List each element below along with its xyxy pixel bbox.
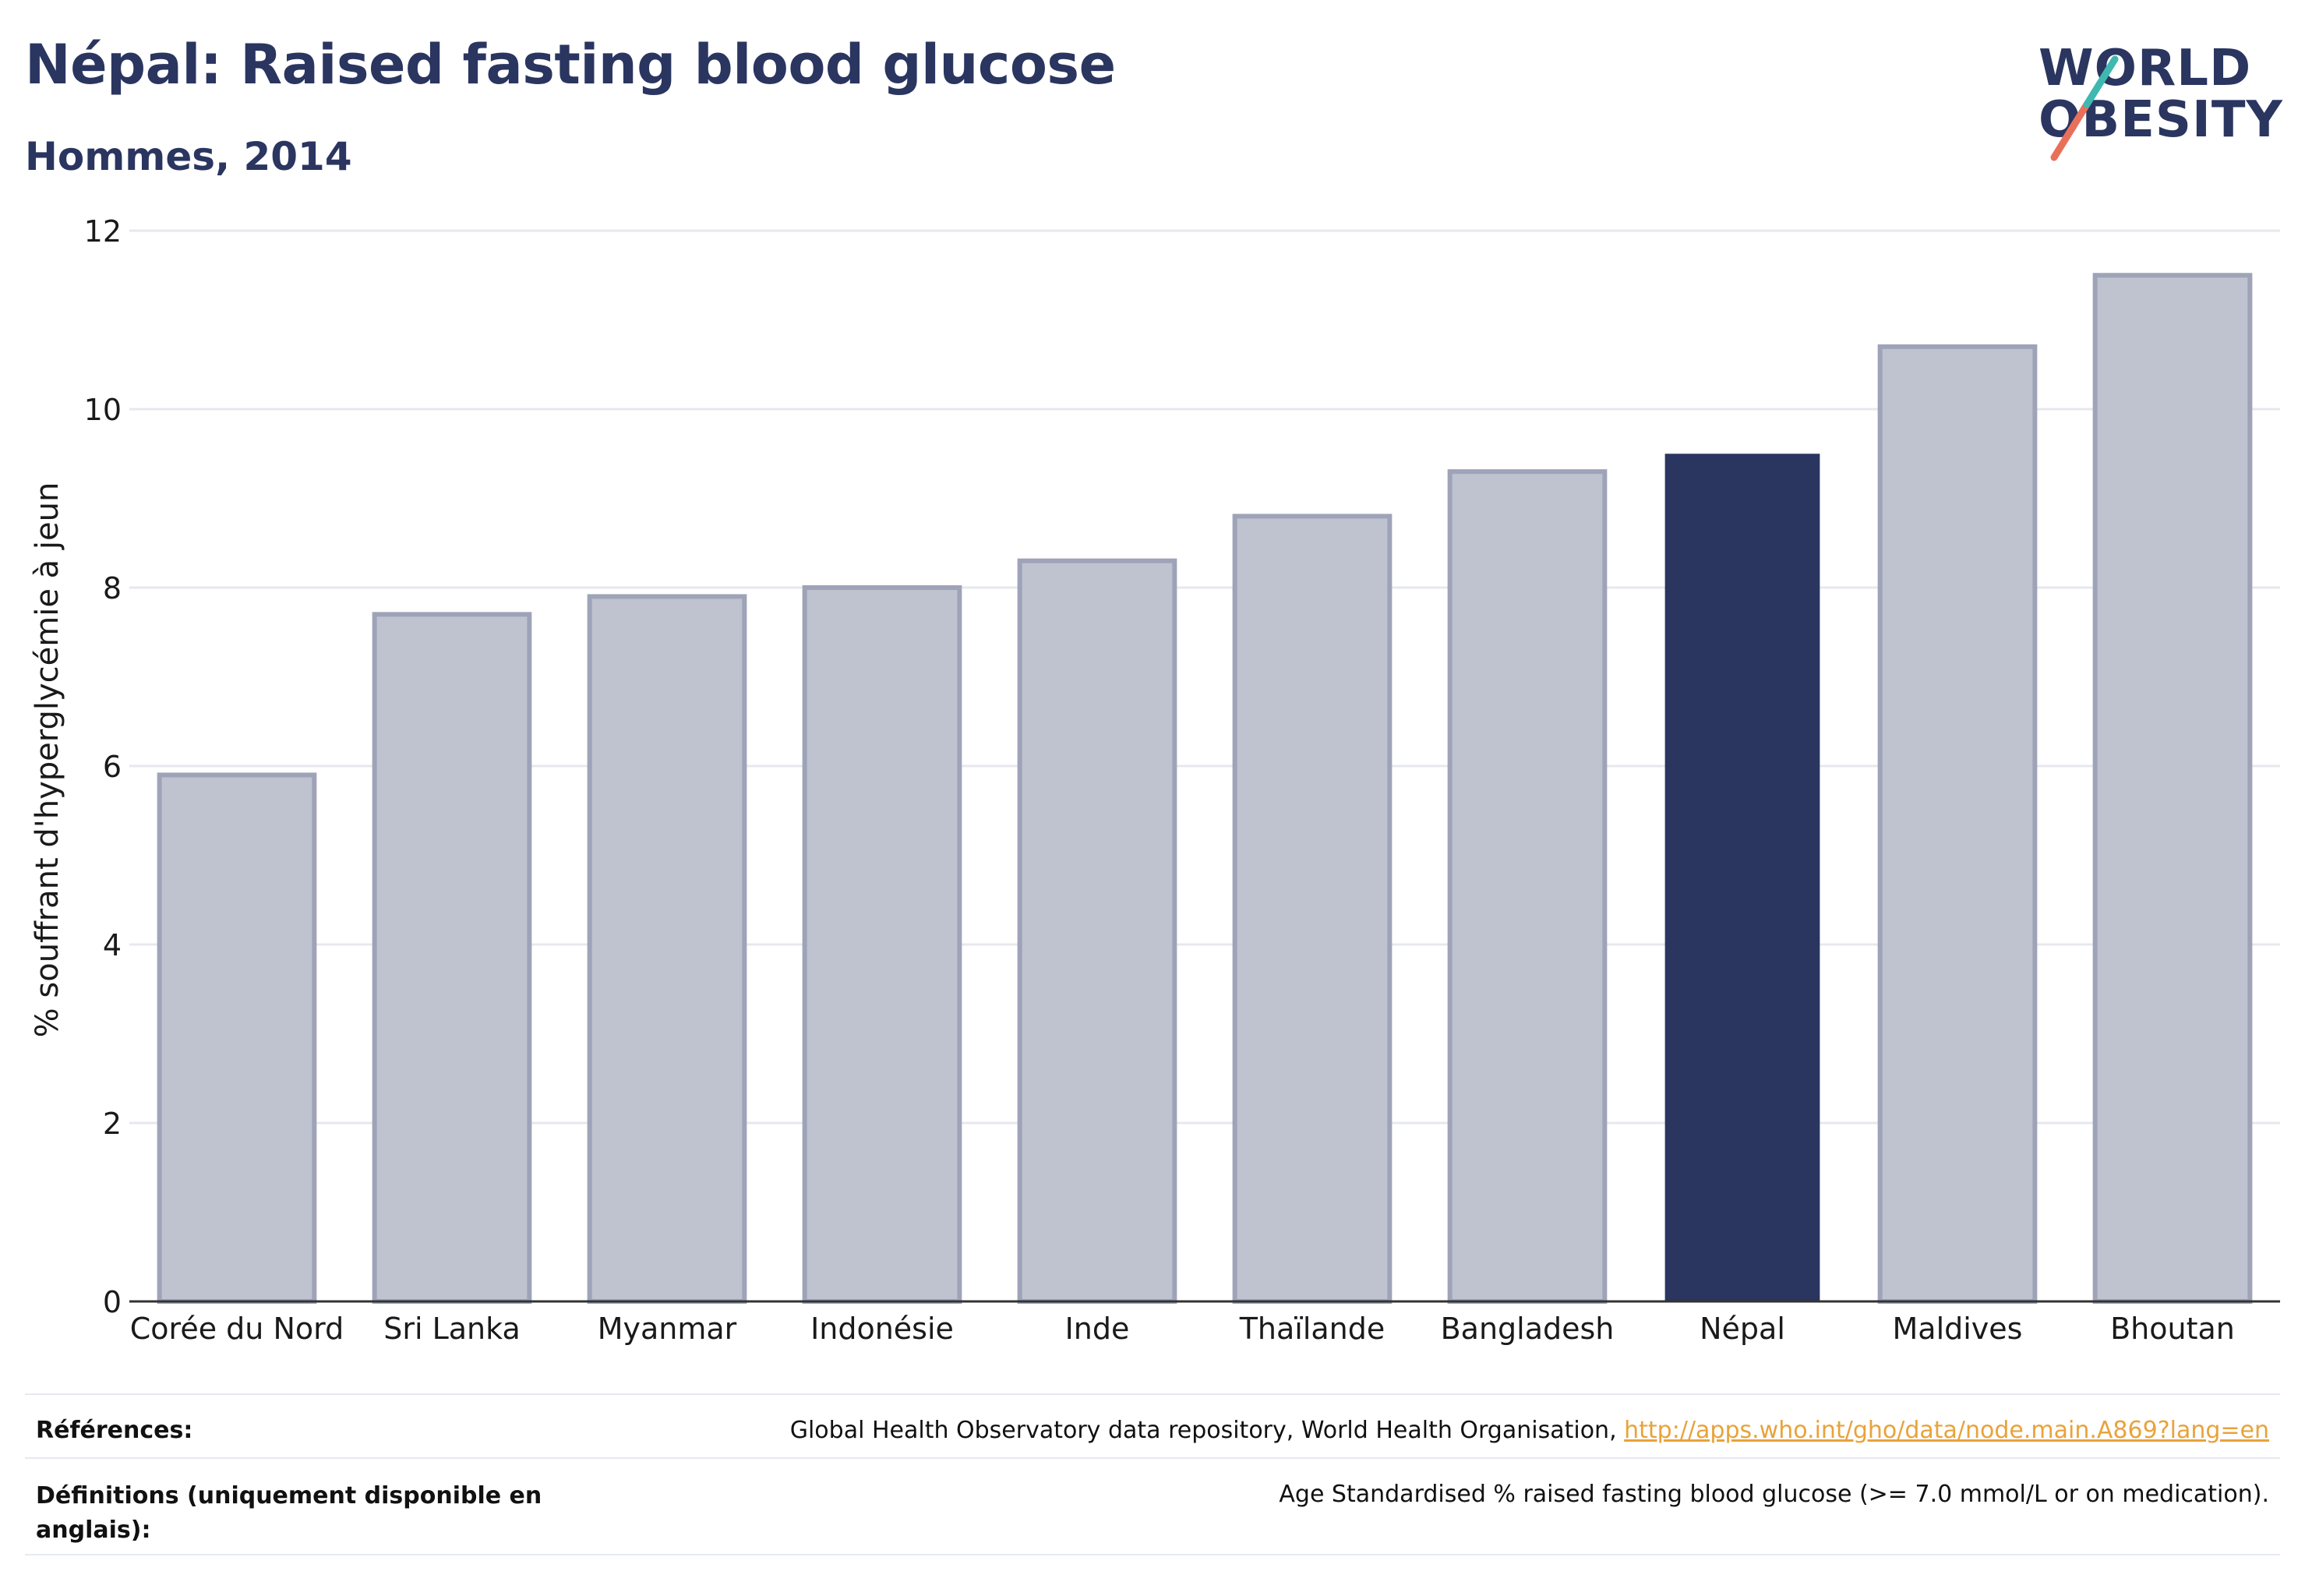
references-label: Références: [36,1417,193,1444]
bar-bangladesh [1447,469,1608,1304]
bars [157,273,2253,1305]
bar-cor-e-du-nord [157,772,317,1304]
bar-tha-lande [1232,514,1393,1304]
x-tick-label: Bhoutan [2110,1312,2235,1346]
footer-divider-bottom [25,1554,2280,1555]
bar-bhoutan [2092,273,2253,1304]
logo-slash-icon [2050,55,2119,161]
x-tick-label: Bangladesh [1441,1312,1615,1346]
bar-sri-lanka [372,612,532,1304]
chart-title: Népal: Raised fasting blood glucose [25,33,1116,97]
definitions-label: Définitions (uniquement disponible en an… [36,1482,542,1544]
references-link[interactable]: http://apps.who.int/gho/data/node.main.A… [1624,1417,2269,1444]
logo-line-1: WORLD [2038,40,2252,97]
y-tick-label: 10 [84,393,122,427]
y-tick-label: 8 [103,571,122,606]
y-tick-label: 4 [103,928,122,962]
bar-n-pal [1664,454,1820,1301]
x-tick-label: Myanmar [598,1312,737,1346]
bar-inde [1017,558,1177,1304]
references-source: Global Health Observatory data repositor… [789,1417,1625,1444]
x-tick-label: Sri Lanka [383,1312,521,1346]
y-tick-label: 2 [103,1107,122,1141]
y-tick-label: 0 [103,1285,122,1319]
footer-divider-middle [25,1457,2280,1459]
x-tick-label: Corée du Nord [130,1312,344,1346]
references-text: Global Health Observatory data repositor… [790,1417,2269,1444]
x-tick-label: Maldives [1893,1312,2023,1346]
bar-indon-sie [802,585,962,1304]
x-tick-label: Indonésie [810,1312,954,1346]
definitions-text: Age Standardised % raised fasting blood … [1279,1481,2269,1508]
x-tick-label: Inde [1065,1312,1130,1346]
y-tick-label: 6 [103,750,122,784]
world-obesity-logo: WORLD OBESITY [2034,41,2291,165]
y-tick-label: 12 [84,214,122,249]
chart-subtitle: Hommes, 2014 [25,134,352,179]
x-tick-label: Thaïlande [1239,1312,1385,1346]
y-axis-label: % souffrant d'hyperglycémie à jeun [30,482,65,1038]
footer-divider-top [25,1393,2280,1395]
axes: 0 2 4 6 8 10 12 Corée du Nord Sri Lanka Myanmar In… [84,214,2280,1346]
bar-maldives [1877,344,2038,1305]
bar-chart: 0 2 4 6 8 10 12 Corée du Nord Sri Lanka Myanmar In… [30,214,2280,1346]
bar-myanmar [587,594,747,1304]
x-tick-label: Népal [1700,1312,1785,1346]
